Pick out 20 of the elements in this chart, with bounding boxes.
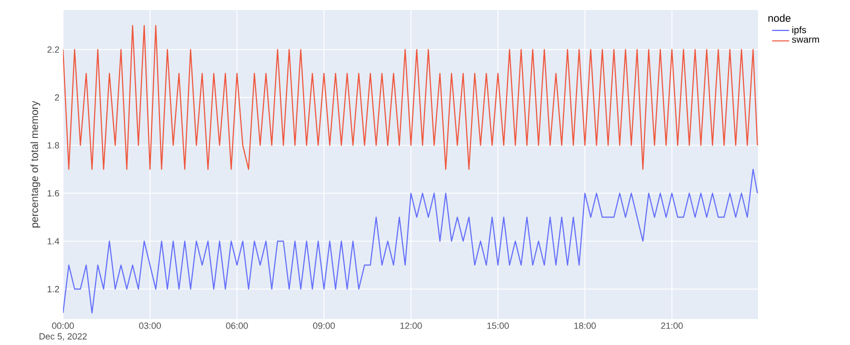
y-tick-label: 1.8: [48, 142, 60, 149]
x-tick-label: 09:00: [313, 322, 335, 329]
text: Dec 5, 2022: [40, 333, 87, 341]
legend-label: swarm: [792, 38, 819, 43]
y-tick-label: 2.2: [47, 46, 60, 53]
x-tick-label: 12:00: [400, 322, 422, 329]
line-series: [63, 25, 758, 170]
y-axis-title: percentage of total memory: [30, 100, 40, 228]
y-tick-label: 1.2: [48, 286, 60, 292]
y-tick-label: 1.6: [48, 190, 60, 196]
x-tick-label: 21:00: [661, 322, 683, 329]
x-tick-label: 18:00: [574, 322, 596, 329]
x-tick-label: 06:00: [226, 322, 248, 329]
legend-label: ipfs: [792, 26, 806, 36]
y-tick-label: 1.4: [48, 238, 60, 244]
x-tick-label: 00:00: [52, 322, 74, 329]
y-tick-label: 2: [54, 94, 60, 101]
x-tick-label: 15:00: [487, 322, 509, 329]
x-tick-label: 03:00: [139, 322, 161, 329]
legend-title: node: [768, 14, 791, 22]
